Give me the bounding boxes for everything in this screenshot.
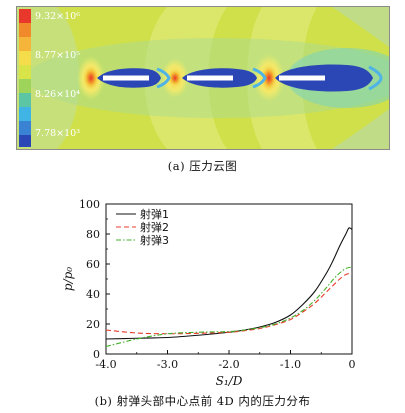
colorbar-label: 7.78×10³: [35, 128, 80, 139]
x-tick-label: 0: [349, 358, 356, 371]
series-lines: [105, 227, 353, 348]
y-tick-label: 80: [86, 228, 100, 241]
legend-label: 射弹2: [140, 220, 169, 234]
pressure-contour-plot: 9.32×10⁶ 8.77×10⁵ 8.26×10⁴ 7.78×10³: [17, 7, 389, 149]
y-axis-label: p/p₀: [61, 267, 75, 291]
legend-label: 射弹3: [140, 233, 169, 247]
pressure-distribution-chart: -4.0 -3.0 -2.0 -1.0 0 0 20 40 60 80 100 射弹1射弹2射弹3…: [61, 198, 356, 388]
y-tick-label: 60: [86, 258, 100, 271]
legend-label: 射弹1: [140, 207, 169, 221]
projectiles: [103, 75, 325, 81]
colorbar-label: 8.26×10⁴: [35, 89, 80, 100]
x-axis-label: S₁/D: [216, 374, 243, 388]
stagnation-zones: [77, 54, 285, 102]
series-line-1: [105, 227, 353, 340]
y-tick-label: 20: [86, 318, 100, 331]
pressure-contour-panel: 9.32×10⁶ 8.77×10⁵ 8.26×10⁴ 7.78×10³: [16, 6, 390, 150]
x-tick-label: -1.0: [280, 358, 301, 371]
panel-b-caption: (b) 射弹头部中心点前 4D 内的压力分布: [94, 394, 311, 408]
series-line-3: [105, 266, 353, 348]
y-tick-label: 40: [86, 288, 100, 301]
panel-a-caption: (a) 压力云图: [167, 159, 238, 173]
x-tick-label: -4.0: [95, 358, 116, 371]
series-line-2: [105, 272, 353, 335]
projectile-3: [279, 75, 325, 81]
projectile-2: [187, 75, 233, 81]
y-tick-label: 0: [93, 348, 100, 361]
y-axis: 0 20 40 60 80 100: [79, 198, 110, 361]
x-axis: -4.0 -3.0 -2.0 -1.0 0: [95, 350, 356, 371]
x-tick-label: -2.0: [218, 358, 239, 371]
projectile-1: [103, 75, 149, 81]
colorbar-label: 9.32×10⁶: [35, 11, 80, 22]
cavity-regions: [97, 64, 383, 92]
colorbar: 9.32×10⁶ 8.77×10⁵ 8.26×10⁴ 7.78×10³: [19, 9, 80, 147]
x-tick-label: -3.0: [157, 358, 178, 371]
y-tick-label: 100: [79, 198, 100, 211]
colorbar-label: 8.77×10⁵: [35, 50, 80, 61]
